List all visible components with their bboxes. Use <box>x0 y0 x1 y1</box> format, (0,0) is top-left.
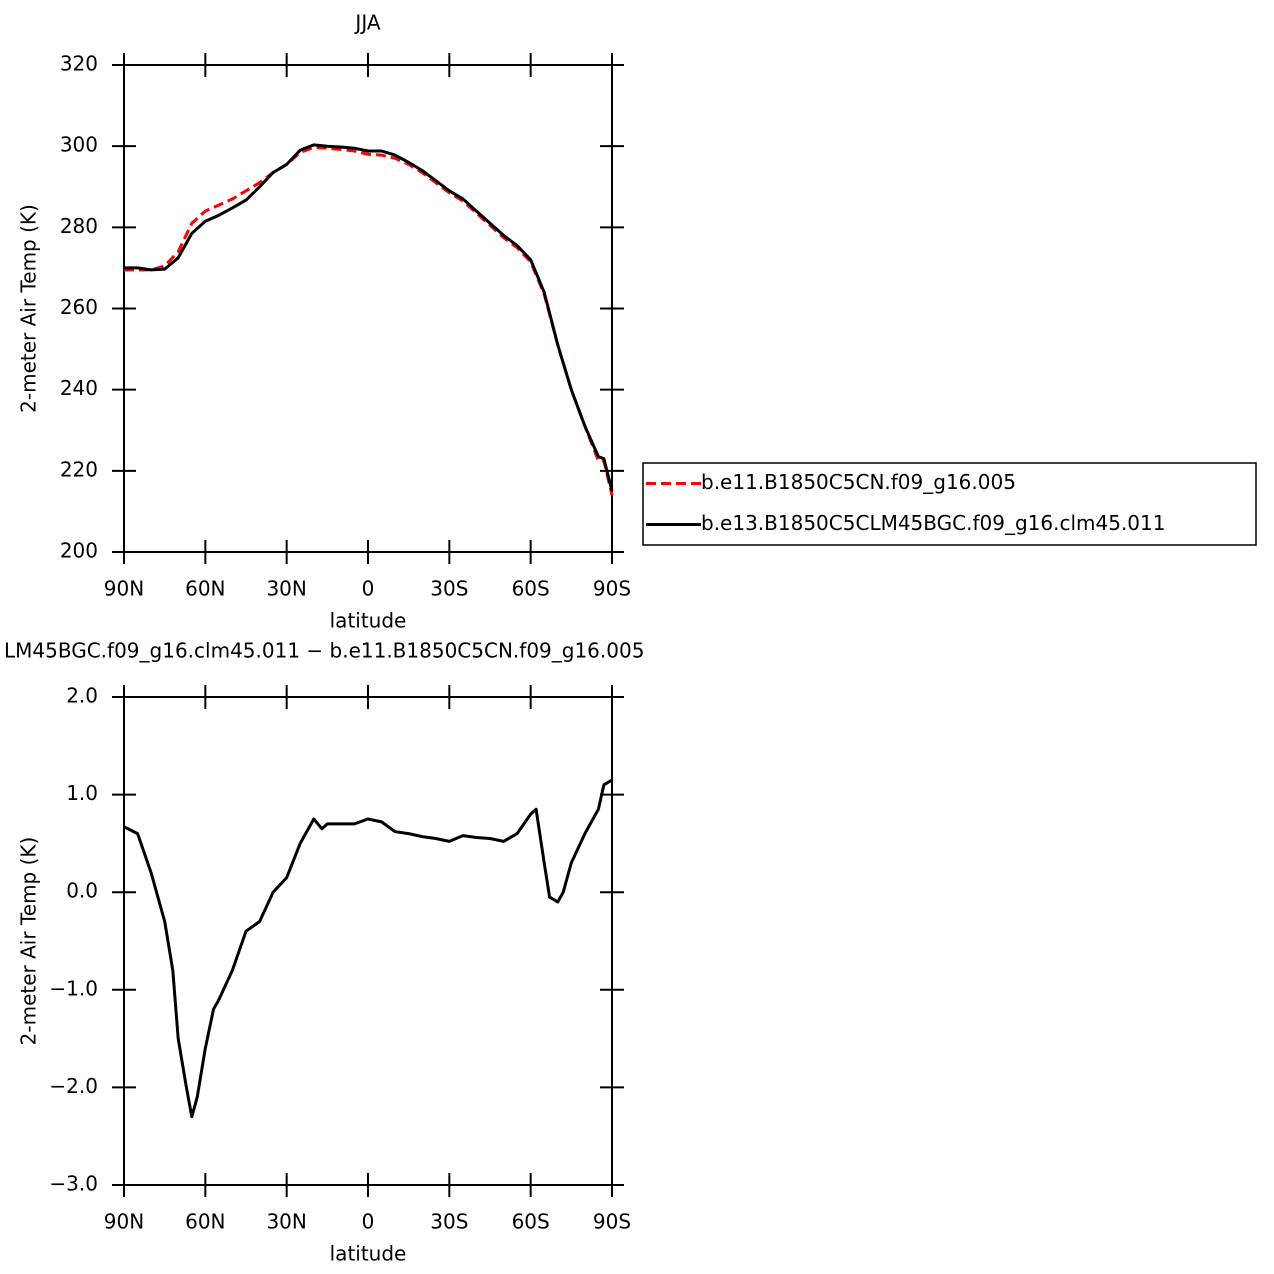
x-tick-label: 90S <box>593 1210 631 1234</box>
x-tick-label: 0 <box>362 577 375 601</box>
y-tick-label: 320 <box>60 52 98 76</box>
x-tick-label: 0 <box>362 1210 375 1234</box>
data-line <box>124 143 614 492</box>
y-axis-label: 2-meter Air Temp (K) <box>17 837 41 1046</box>
chart-title: LM45BGC.f09_g16.clm45.011 − b.e11.B1850C… <box>4 639 644 663</box>
x-tick-label: 30N <box>266 577 306 601</box>
x-tick-label: 30S <box>430 577 468 601</box>
y-tick-label: −3.0 <box>49 1172 98 1196</box>
plot-frame <box>123 696 613 1186</box>
x-tick-label: 90S <box>593 577 631 601</box>
plot-frame <box>123 64 613 553</box>
data-line <box>123 778 613 1119</box>
y-tick-label: 220 <box>60 457 98 481</box>
y-tick-label: 0.0 <box>66 879 98 903</box>
x-tick-label: 90N <box>104 1210 144 1234</box>
y-tick-label: −1.0 <box>49 976 98 1000</box>
x-axis-label: latitude <box>330 609 407 633</box>
x-tick-label: 60N <box>185 1210 225 1234</box>
legend-box <box>642 462 1257 546</box>
x-tick-label: 60N <box>185 577 225 601</box>
y-tick-label: 240 <box>60 376 98 400</box>
y-tick-label: 280 <box>60 214 98 238</box>
x-tick-label: 30S <box>430 1210 468 1234</box>
x-tick-label: 30N <box>266 1210 306 1234</box>
x-tick-label: 60S <box>512 1210 550 1234</box>
y-tick-label: 2.0 <box>66 684 98 708</box>
y-tick-label: 300 <box>60 133 98 157</box>
chart-title: JJA <box>353 11 380 35</box>
x-axis-label: latitude <box>330 1242 407 1266</box>
legend-label: b.e11.B1850C5CN.f09_g16.005 <box>701 470 1016 494</box>
y-tick-label: 260 <box>60 295 98 319</box>
x-tick-label: 60S <box>512 577 550 601</box>
data-line <box>124 145 614 496</box>
y-tick-label: 200 <box>60 539 98 563</box>
y-axis-label: 2-meter Air Temp (K) <box>17 204 41 413</box>
legend-label: b.e13.B1850C5CLM45BGC.f09_g16.clm45.011 <box>701 511 1165 535</box>
x-tick-label: 90N <box>104 577 144 601</box>
y-tick-label: −2.0 <box>49 1074 98 1098</box>
y-tick-label: 1.0 <box>66 781 98 805</box>
